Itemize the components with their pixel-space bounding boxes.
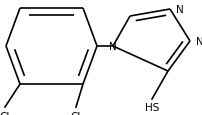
Text: N: N [175,5,183,15]
Text: N: N [195,37,202,47]
Text: N: N [109,42,116,52]
Text: Cl: Cl [70,111,81,115]
Text: HS: HS [144,102,158,112]
Text: Cl: Cl [0,111,10,115]
